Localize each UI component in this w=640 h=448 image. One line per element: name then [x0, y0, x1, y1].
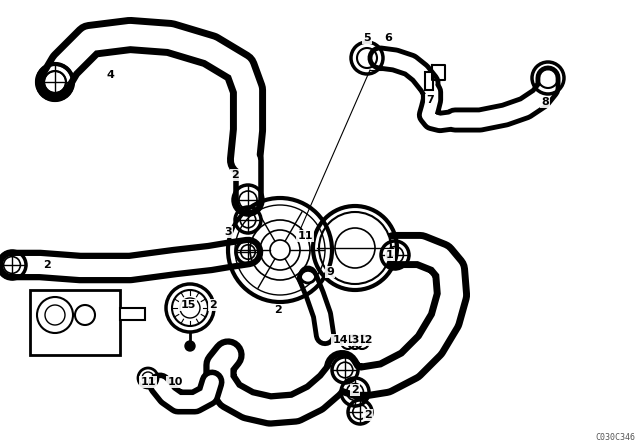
Text: 2: 2 — [209, 300, 217, 310]
FancyBboxPatch shape — [120, 308, 145, 320]
Text: 2: 2 — [351, 385, 359, 395]
Text: 7: 7 — [426, 95, 434, 105]
Text: 13: 13 — [344, 335, 360, 345]
Text: 9: 9 — [326, 267, 334, 277]
Text: 2: 2 — [43, 260, 51, 270]
Text: 5: 5 — [363, 33, 371, 43]
Circle shape — [319, 212, 391, 284]
Text: C030C346: C030C346 — [595, 433, 635, 442]
Text: 4: 4 — [106, 70, 114, 80]
FancyBboxPatch shape — [30, 290, 120, 355]
Text: 2: 2 — [364, 410, 372, 420]
Text: 2: 2 — [231, 170, 239, 180]
Text: 3: 3 — [224, 227, 232, 237]
Text: 12: 12 — [357, 335, 372, 345]
Text: 8: 8 — [541, 97, 549, 107]
Circle shape — [185, 341, 195, 351]
Text: 11: 11 — [297, 231, 313, 241]
Text: 2: 2 — [274, 305, 282, 315]
Text: 15: 15 — [180, 300, 196, 310]
Text: 1: 1 — [386, 250, 394, 260]
Text: 6: 6 — [384, 33, 392, 43]
Text: 11: 11 — [140, 377, 156, 387]
Text: 10: 10 — [167, 377, 182, 387]
Text: 14: 14 — [332, 335, 348, 345]
Circle shape — [172, 290, 208, 326]
FancyBboxPatch shape — [425, 72, 433, 90]
